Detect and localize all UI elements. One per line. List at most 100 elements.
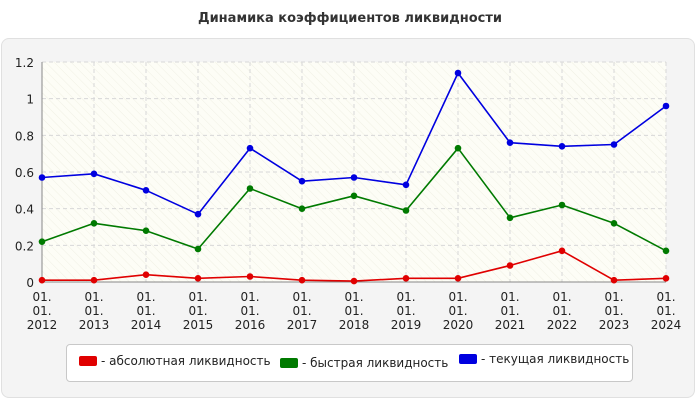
x-tick-label-line: 01. [292, 304, 311, 318]
data-point [298, 276, 306, 284]
data-point [142, 271, 150, 278]
data-point [454, 275, 462, 282]
data-point [298, 177, 306, 185]
x-tick-label: 01. 01. 2017 [287, 290, 318, 332]
data-point [298, 205, 306, 212]
data-point [662, 102, 670, 110]
data-point [402, 275, 410, 282]
x-tick-label-line: 2016 [235, 318, 266, 332]
data-point [194, 245, 202, 253]
y-tick-label: 0 [26, 276, 34, 290]
data-point [142, 187, 150, 194]
data-point [90, 170, 98, 178]
x-tick-label-line: 01. [240, 290, 259, 304]
x-tick-label-line: 01. [396, 304, 415, 318]
y-tick-label: 0.8 [15, 129, 34, 143]
x-tick-label: 01. 01. 2015 [183, 290, 214, 332]
x-tick-label-line: 01. [292, 290, 311, 304]
x-tick-label-line: 01. [448, 290, 467, 304]
x-tick-label-line: 01. [84, 290, 103, 304]
data-point [90, 220, 98, 227]
data-point [662, 247, 670, 255]
data-point [194, 275, 202, 282]
legend-swatch-red [79, 356, 97, 366]
legend-swatch-green [280, 358, 298, 368]
x-tick-label-line: 2023 [599, 318, 630, 332]
x-tick-label-line: 01. [136, 304, 155, 318]
data-point [402, 181, 410, 189]
data-point [246, 185, 254, 192]
data-point [246, 273, 254, 280]
data-point [38, 276, 46, 284]
data-point [610, 220, 618, 227]
y-tick-label: 0.6 [15, 166, 34, 180]
x-tick-label-line: 2018 [339, 318, 370, 332]
data-point [506, 139, 514, 146]
x-tick-label-line: 01. [552, 290, 571, 304]
data-point [38, 174, 46, 181]
x-tick-label-line: 01. [240, 304, 259, 318]
x-tick-label-line: 2019 [391, 318, 422, 332]
data-point [506, 262, 514, 269]
data-point [350, 192, 358, 200]
y-tick-label: 1 [26, 93, 34, 107]
data-point [246, 144, 254, 152]
x-tick-label-line: 2021 [495, 318, 526, 332]
data-point [610, 276, 618, 284]
x-tick-label: 01. 01. 2016 [235, 290, 266, 332]
x-tick-label-line: 01. [32, 290, 51, 304]
x-tick-label-line: 2022 [547, 318, 578, 332]
x-tick-label-line: 01. [32, 304, 51, 318]
x-tick-label: 01. 01. 2023 [599, 290, 630, 332]
x-tick-label-line: 01. [344, 290, 363, 304]
data-point [402, 207, 410, 214]
data-point [38, 238, 46, 245]
x-tick-label-line: 01. [84, 304, 103, 318]
x-tick-label-line: 01. [188, 290, 207, 304]
x-tick-label: 01. 01. 2022 [547, 290, 578, 332]
data-point [558, 201, 566, 209]
x-tick-label-line: 01. [604, 304, 623, 318]
x-tick-label: 01. 01. 2018 [339, 290, 370, 332]
chart-title: Динамика коэффициентов ликвидности [198, 11, 502, 26]
data-point [90, 276, 98, 284]
data-point [194, 210, 202, 218]
x-tick-label-line: 2014 [131, 318, 162, 332]
legend-label: - быстрая ликвидность [302, 356, 449, 370]
x-tick-label-line: 01. [188, 304, 207, 318]
x-tick-label: 01. 01. 2013 [79, 290, 110, 332]
x-tick-label-line: 2012 [27, 318, 58, 332]
legend: - абсолютная ликвидность - быстрая ликви… [66, 344, 633, 382]
data-point [506, 214, 514, 222]
data-point [662, 275, 670, 282]
legend-swatch-blue [459, 354, 477, 364]
x-tick-label-line: 01. [136, 290, 155, 304]
x-tick-label-line: 2020 [443, 318, 474, 332]
x-tick-label-line: 2015 [183, 318, 214, 332]
x-tick-label-line: 01. [344, 304, 363, 318]
x-tick-label: 01. 01. 2019 [391, 290, 422, 332]
x-tick-label: 01. 01. 2012 [27, 290, 58, 332]
x-tick-label-line: 01. [656, 290, 675, 304]
data-point [454, 144, 462, 152]
legend-label: - абсолютная ликвидность [101, 354, 271, 368]
x-tick-label-line: 01. [656, 304, 675, 318]
data-point [142, 227, 150, 234]
x-tick-label-line: 01. [500, 304, 519, 318]
y-tick-label: 1.2 [15, 56, 34, 70]
x-tick-label: 01. 01. 2021 [495, 290, 526, 332]
x-tick-label-line: 2017 [287, 318, 318, 332]
x-tick-label-line: 2013 [79, 318, 110, 332]
y-tick-label: 0.4 [15, 203, 34, 217]
x-tick-label: 01. 01. 2024 [651, 290, 682, 332]
data-markers [38, 69, 670, 285]
x-tick-label-line: 01. [604, 290, 623, 304]
legend-item-quick: - быстрая ликвидность [280, 356, 448, 370]
y-tick-label: 0.2 [15, 239, 34, 253]
data-point [454, 69, 462, 77]
data-point [350, 174, 358, 181]
data-point [610, 141, 618, 148]
legend-label: - текущая ликвидность [481, 352, 630, 366]
